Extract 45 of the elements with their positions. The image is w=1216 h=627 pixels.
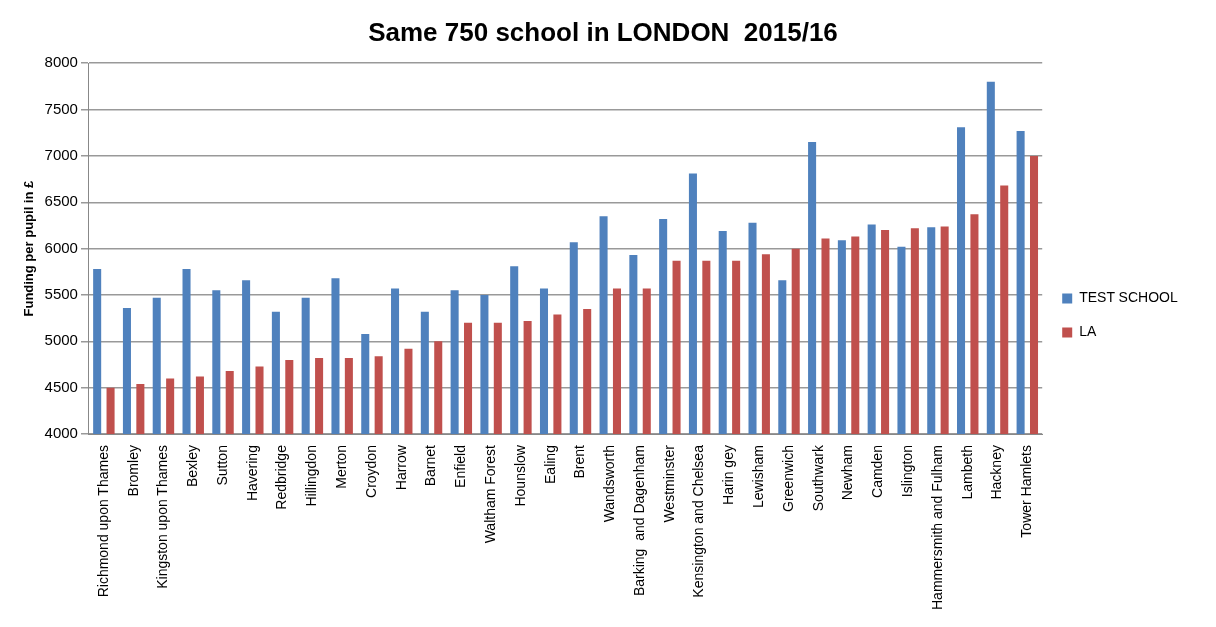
x-tick-label: Sutton	[213, 445, 230, 486]
x-tick-label: Lambeth	[958, 445, 975, 500]
x-tick-label: Ealing	[541, 445, 558, 484]
x-tick-label: Kingston upon Thames	[154, 445, 171, 589]
y-tick-label: 7000	[44, 146, 78, 164]
x-tick-label: Richmond upon Thames	[94, 445, 111, 598]
x-tick-label: Newham	[839, 445, 856, 501]
y-tick-label: 4500	[44, 377, 78, 395]
y-tick-label: 8000	[44, 53, 78, 71]
x-tick-label: Croydon	[362, 445, 379, 498]
x-tick-label: Havering	[243, 445, 260, 502]
x-tick-label: Barking and Dagenham	[630, 445, 647, 597]
x-tick-label: Bexley	[184, 445, 201, 488]
y-axis-title: Funding per pupil in £	[21, 179, 37, 317]
x-tick-label: Lewisham	[750, 445, 767, 509]
x-tick-label: Brent	[571, 444, 588, 479]
x-tick-label: Kensington and Chelsea	[690, 444, 707, 598]
x-tick-label: Harrow	[392, 444, 409, 491]
x-tick-label: Greenwich	[779, 445, 796, 512]
x-tick-label: Waltham Forest	[481, 444, 498, 544]
y-tick-label: 4000	[44, 424, 78, 442]
y-tick-label: 7500	[44, 99, 78, 117]
x-tick-label: Southwark	[809, 444, 826, 512]
y-tick-label: 5000	[44, 331, 78, 349]
legend-label: LA	[1079, 323, 1097, 340]
legend-label: TEST SCHOOL	[1079, 289, 1178, 306]
x-tick-label: Hounslow	[511, 444, 528, 507]
x-tick-label: Hillingdon	[303, 445, 320, 507]
chart-title: Same 750 school in LONDON 2015/16	[368, 16, 838, 47]
x-tick-label: Enfield	[452, 445, 469, 488]
x-tick-label: Hammersmith and Fulham	[928, 445, 945, 610]
x-tick-label: Islington	[899, 445, 916, 498]
x-tick-label: Merton	[333, 445, 350, 489]
y-tick-label: 5500	[44, 285, 78, 303]
x-tick-label: Westminster	[660, 444, 677, 523]
x-tick-label: Hackney	[988, 445, 1005, 500]
x-tick-label: Tower Hamlets	[1018, 445, 1035, 538]
x-tick-label: Camden	[869, 445, 886, 498]
x-tick-label: Wandsworth	[601, 445, 618, 523]
x-tick-label: Redbridge	[273, 444, 290, 510]
x-tick-label: Harin gey	[720, 445, 737, 505]
y-tick-label: 6500	[44, 192, 78, 210]
y-tick-label: 6000	[44, 238, 78, 256]
x-tick-label: Barnet	[422, 444, 439, 487]
x-tick-label: Bromley	[124, 445, 141, 497]
